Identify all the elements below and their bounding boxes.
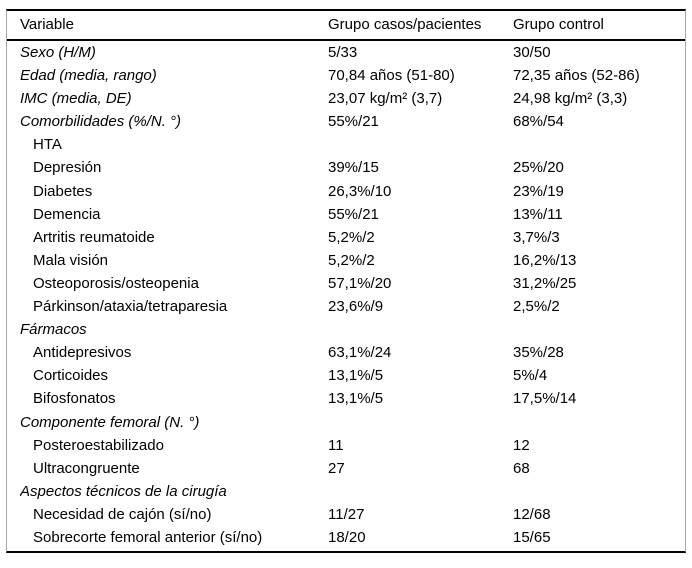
table-row: Necesidad de cajón (sí/no) 11/27 12/68 bbox=[7, 503, 685, 526]
row-label: Ultracongruente bbox=[33, 459, 140, 477]
casos-cell: 55%/21 bbox=[328, 113, 379, 131]
row-label: Párkinson/ataxia/tetraparesia bbox=[33, 298, 228, 316]
casos-cell: 57,1%/20 bbox=[328, 274, 392, 292]
control-cell: 25%/20 bbox=[513, 159, 564, 177]
casos-cell: 23,07 kg/m² (3,7) bbox=[328, 90, 443, 108]
table-row: Edad (media, rango) 70,84 años (51-80) 7… bbox=[7, 64, 685, 87]
table-row: Párkinson/ataxia/tetraparesia 23,6%/9 2,… bbox=[7, 295, 685, 318]
casos-cell bbox=[328, 133, 513, 156]
table-row: Bifosfonatos 13,1%/5 17,5%/14 bbox=[7, 387, 685, 410]
table-row: Antidepresivos 63,1%/24 35%/28 bbox=[7, 341, 685, 364]
column-header-variable: Variable bbox=[20, 16, 74, 33]
row-label: Edad (media, rango) bbox=[20, 67, 157, 85]
control-cell: 3,7%/3 bbox=[513, 228, 560, 246]
table-row: Osteoporosis/osteopenia 57,1%/20 31,2%/2… bbox=[7, 272, 685, 295]
casos-cell: 11/27 bbox=[328, 505, 365, 523]
control-cell bbox=[513, 480, 685, 503]
control-cell: 35%/28 bbox=[513, 344, 564, 362]
casos-cell: 5,2%/2 bbox=[328, 251, 375, 269]
table-row: HTA bbox=[7, 133, 685, 156]
casos-cell bbox=[328, 480, 513, 503]
row-label: Artritis reumatoide bbox=[33, 228, 155, 246]
table-row: Sobrecorte femoral anterior (sí/no) 18/2… bbox=[7, 526, 685, 549]
data-table: Variable Grupo casos/pacientes Grupo con… bbox=[6, 9, 686, 553]
control-cell bbox=[513, 133, 685, 156]
row-label: Componente femoral (N. °) bbox=[20, 413, 200, 431]
column-header-control: Grupo control bbox=[513, 16, 604, 33]
row-label: Aspectos técnicos de la cirugía bbox=[20, 482, 227, 500]
control-cell: 72,35 años (52-86) bbox=[513, 67, 640, 85]
casos-cell: 39%/15 bbox=[328, 159, 379, 177]
row-label: Corticoides bbox=[33, 367, 109, 385]
row-label: Antidepresivos bbox=[33, 344, 132, 362]
table-row: Comorbilidades (%/N. °) 55%/21 68%/54 bbox=[7, 110, 685, 133]
row-label: Demencia bbox=[33, 205, 101, 223]
casos-cell: 13,1%/5 bbox=[328, 390, 384, 408]
table-row: Demencia 55%/21 13%/11 bbox=[7, 203, 685, 226]
control-cell: 68 bbox=[513, 459, 530, 477]
row-label: Sobrecorte femoral anterior (sí/no) bbox=[33, 528, 263, 546]
casos-cell bbox=[328, 318, 513, 341]
casos-cell: 13,1%/5 bbox=[328, 367, 384, 385]
row-label: Fármacos bbox=[20, 321, 87, 339]
casos-cell: 18/20 bbox=[328, 528, 366, 546]
row-label: HTA bbox=[33, 136, 62, 154]
casos-cell: 5/33 bbox=[328, 44, 358, 61]
table-row: IMC (media, DE) 23,07 kg/m² (3,7) 24,98 … bbox=[7, 87, 685, 110]
table-body: Sexo (H/M) 5/33 30/50 Edad (media, rango… bbox=[7, 41, 685, 549]
casos-cell: 11 bbox=[328, 436, 344, 454]
table-row: Sexo (H/M) 5/33 30/50 bbox=[7, 41, 685, 64]
row-label: Diabetes bbox=[33, 182, 93, 200]
casos-cell: 23,6%/9 bbox=[328, 298, 384, 316]
table-row: Aspectos técnicos de la cirugía bbox=[7, 480, 685, 503]
row-label: Sexo (H/M) bbox=[20, 44, 96, 61]
row-label: Osteoporosis/osteopenia bbox=[33, 274, 199, 292]
casos-cell: 5,2%/2 bbox=[328, 228, 375, 246]
table-row: Corticoides 13,1%/5 5%/4 bbox=[7, 364, 685, 387]
table-row: Fármacos bbox=[7, 318, 685, 341]
row-label: Bifosfonatos bbox=[33, 390, 116, 408]
table-row: Artritis reumatoide 5,2%/2 3,7%/3 bbox=[7, 226, 685, 249]
table-row: Depresión 39%/15 25%/20 bbox=[7, 156, 685, 179]
control-cell: 16,2%/13 bbox=[513, 251, 577, 269]
row-label: Depresión bbox=[33, 159, 102, 177]
control-cell: 30/50 bbox=[513, 44, 551, 61]
row-label: Necesidad de cajón (sí/no) bbox=[33, 505, 212, 523]
control-cell bbox=[513, 411, 685, 434]
column-header-casos: Grupo casos/pacientes bbox=[328, 16, 482, 33]
table-row: Mala visión 5,2%/2 16,2%/13 bbox=[7, 249, 685, 272]
row-label: IMC (media, DE) bbox=[20, 90, 132, 108]
control-cell: 15/65 bbox=[513, 528, 551, 546]
table-row: Diabetes 26,3%/10 23%/19 bbox=[7, 180, 685, 203]
control-cell: 13%/11 bbox=[513, 205, 563, 223]
control-cell: 5%/4 bbox=[513, 367, 548, 385]
casos-cell: 63,1%/24 bbox=[328, 344, 392, 362]
casos-cell bbox=[328, 411, 513, 434]
row-label: Mala visión bbox=[33, 251, 109, 269]
table-row: Componente femoral (N. °) bbox=[7, 411, 685, 434]
table-row: Ultracongruente 27 68 bbox=[7, 457, 685, 480]
control-cell: 12 bbox=[513, 436, 530, 454]
control-cell: 31,2%/25 bbox=[513, 274, 577, 292]
row-label: Comorbilidades (%/N. °) bbox=[20, 113, 182, 131]
casos-cell: 27 bbox=[328, 459, 345, 477]
casos-cell: 55%/21 bbox=[328, 205, 379, 223]
table-row: Posteroestabilizado 11 12 bbox=[7, 434, 685, 457]
control-cell bbox=[513, 318, 685, 341]
casos-cell: 70,84 años (51-80) bbox=[328, 67, 455, 85]
casos-cell: 26,3%/10 bbox=[328, 182, 392, 200]
control-cell: 68%/54 bbox=[513, 113, 564, 131]
row-label: Posteroestabilizado bbox=[33, 436, 164, 454]
control-cell: 24,98 kg/m² (3,3) bbox=[513, 90, 628, 108]
control-cell: 17,5%/14 bbox=[513, 390, 577, 408]
control-cell: 2,5%/2 bbox=[513, 298, 560, 316]
table-header: Variable Grupo casos/pacientes Grupo con… bbox=[7, 11, 685, 41]
control-cell: 12/68 bbox=[513, 505, 551, 523]
control-cell: 23%/19 bbox=[513, 182, 564, 200]
